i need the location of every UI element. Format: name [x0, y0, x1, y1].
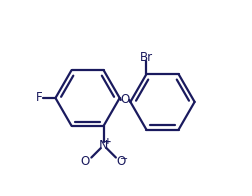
Text: F: F	[36, 92, 42, 104]
Text: +: +	[104, 137, 112, 146]
Text: O: O	[120, 93, 129, 106]
Text: Br: Br	[139, 51, 152, 64]
Text: O: O	[80, 155, 89, 168]
Text: N: N	[99, 139, 108, 152]
Text: O: O	[116, 155, 125, 168]
Text: −: −	[119, 154, 128, 164]
